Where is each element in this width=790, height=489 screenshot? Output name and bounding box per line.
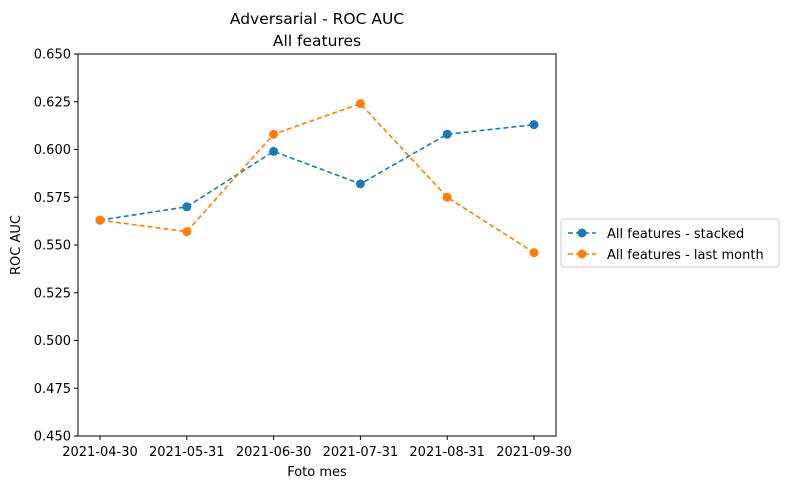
- chart-subtitle: All features: [273, 32, 361, 50]
- legend-marker-last-month: [577, 249, 587, 259]
- chart-title: Adversarial - ROC AUC: [230, 10, 404, 28]
- y-tick-label: 0.575: [34, 191, 71, 206]
- y-tick-label: 0.550: [34, 239, 71, 254]
- data-point-series-1: [269, 129, 279, 139]
- data-point-series-0: [269, 146, 279, 156]
- series-line-0: [99, 123, 535, 221]
- legend-label-last-month: All features - last month: [607, 248, 764, 263]
- data-point-series-1: [529, 248, 539, 258]
- y-axis: 0.450 0.475 0.500 0.525 0.550 0.575 0.600 0.625…: [34, 48, 78, 445]
- series-layer: [95, 99, 539, 258]
- legend-label-stacked: All features - stacked: [607, 227, 744, 242]
- legend-box: [560, 218, 780, 268]
- x-tick-label: 2021-05-31: [149, 445, 225, 460]
- y-tick-label: 0.450: [34, 430, 71, 445]
- x-tick-label: 2021-04-30: [62, 445, 138, 460]
- plot-area: [77, 53, 557, 437]
- x-tick-label: 2021-09-30: [496, 445, 572, 460]
- series-line-1: [99, 102, 535, 254]
- x-axis-label: Foto mes: [287, 465, 347, 480]
- data-point-series-0: [442, 129, 452, 139]
- x-tick-label: 2021-08-31: [409, 445, 485, 460]
- data-point-series-0: [355, 179, 365, 189]
- data-point-series-1: [355, 99, 365, 109]
- y-tick-label: 0.525: [34, 286, 71, 301]
- y-tick-label: 0.500: [34, 334, 71, 349]
- y-axis-label: ROC AUC: [9, 215, 24, 275]
- data-point-series-0: [182, 202, 192, 212]
- legend-marker-stacked: [577, 228, 587, 238]
- data-point-series-1: [442, 192, 452, 202]
- y-tick-label: 0.650: [34, 48, 71, 63]
- data-point-series-0: [529, 120, 539, 130]
- x-tick-label: 2021-06-30: [236, 445, 312, 460]
- y-tick-label: 0.625: [34, 95, 71, 110]
- x-tick-label: 2021-07-31: [323, 445, 399, 460]
- y-tick-label: 0.600: [34, 143, 71, 158]
- x-axis: 2021-04-30 2021-05-31 2021-06-30 2021-07-31…: [62, 436, 572, 460]
- data-point-series-1: [182, 227, 192, 237]
- data-point-series-1: [95, 215, 105, 225]
- legend: All features - stacked All features - la…: [560, 218, 780, 268]
- y-tick-label: 0.475: [34, 382, 71, 397]
